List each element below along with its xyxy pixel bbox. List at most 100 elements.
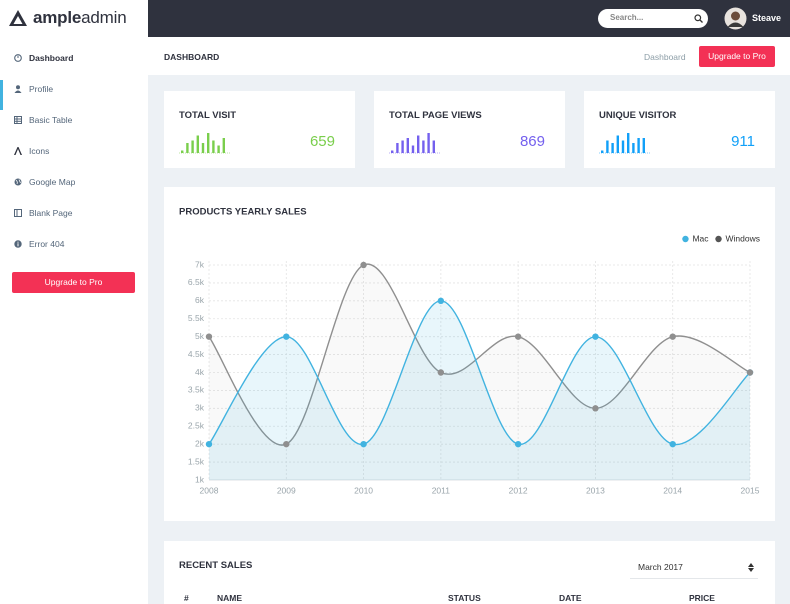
menu-item[interactable]: Error 404 xyxy=(29,239,65,249)
spark-bar xyxy=(411,145,415,153)
data-point xyxy=(360,261,367,269)
stat-value: 911 xyxy=(731,133,755,150)
spark-bar xyxy=(642,138,645,153)
spark-bar xyxy=(427,133,430,153)
breadcrumb[interactable]: Dashboard xyxy=(644,52,686,62)
data-point xyxy=(283,440,290,448)
stat-title: UNIQUE VISITOR xyxy=(599,110,677,121)
data-point xyxy=(437,297,445,305)
data-point xyxy=(592,405,599,412)
series-area xyxy=(209,300,750,480)
menu-item[interactable]: Basic Table xyxy=(29,115,73,125)
spark-bar xyxy=(217,145,220,153)
y-tick-label: 5.5k xyxy=(188,313,205,323)
spark-bar xyxy=(621,140,625,153)
y-tick-label: 3.5k xyxy=(188,385,205,395)
spark-bar xyxy=(186,143,189,153)
data-point xyxy=(205,440,213,448)
y-tick-label: 6.5k xyxy=(188,277,205,287)
y-tick-label: 4.5k xyxy=(188,349,205,359)
avatar[interactable] xyxy=(724,7,747,30)
menu-item[interactable]: Dashboard xyxy=(29,53,74,63)
recent-sales-card: RECENT SALES March 2017 # NAME STATUS DA… xyxy=(164,541,775,604)
y-tick-label: 6k xyxy=(195,295,205,305)
stat-sparkbars xyxy=(389,133,441,154)
stat-value: 659 xyxy=(309,133,335,150)
column-header: NAME xyxy=(217,593,243,603)
column-header: PRICE xyxy=(689,593,715,603)
data-point xyxy=(592,333,599,340)
legend-marker xyxy=(715,235,722,243)
user-name[interactable]: Steave xyxy=(752,13,782,23)
spark-bar xyxy=(406,138,409,153)
y-tick-label: 3k xyxy=(195,403,205,413)
data-point xyxy=(514,333,522,340)
x-tick-label: 2009 xyxy=(277,485,296,495)
page-header xyxy=(148,37,790,75)
spark-bar xyxy=(396,143,399,153)
spark-bar xyxy=(401,140,404,153)
x-tick-label: 2012 xyxy=(509,485,528,495)
column-header: # xyxy=(184,593,189,603)
chart-card: PRODUCTS YEARLY SALES 1k 1.5k 2k 2.5k 3k 3.5k… xyxy=(164,187,775,521)
data-point xyxy=(746,369,754,376)
brand-bold: ample xyxy=(33,8,82,27)
spark-bar xyxy=(632,143,635,153)
spark-bar xyxy=(627,133,630,153)
y-tick-label: 5k xyxy=(195,331,205,341)
y-tick-label: 1.5k xyxy=(188,456,205,466)
legend-label: Windows xyxy=(726,233,760,243)
data-point xyxy=(283,333,290,340)
menu-item[interactable]: Profile xyxy=(29,84,54,94)
menu-icon xyxy=(14,116,22,124)
stat-card: UNIQUE VISITOR 911 xyxy=(584,91,775,168)
recent-sales-title: RECENT SALES xyxy=(179,560,253,571)
sidebar: Dashboard Profile Basic Table Icons Google M… xyxy=(0,37,148,604)
column-header: DATE xyxy=(559,593,582,603)
spark-bar xyxy=(601,150,604,153)
data-point xyxy=(669,440,676,448)
series-line xyxy=(208,263,751,446)
menu-item[interactable]: Google Map xyxy=(29,177,76,187)
month-select[interactable]: March 2017 xyxy=(630,556,758,579)
menu-item[interactable]: Blank Page xyxy=(29,208,73,218)
header-upgrade-button[interactable]: Upgrade to Pro xyxy=(699,46,775,67)
y-tick-label: 4k xyxy=(195,367,205,377)
brand[interactable]: ampleadmin xyxy=(33,8,127,28)
spark-bar xyxy=(422,140,425,153)
page-title: DASHBOARD xyxy=(164,52,220,62)
spark-bar xyxy=(637,138,640,153)
column-header: STATUS xyxy=(448,593,481,603)
stat-card: TOTAL PAGE VIEWS 869 xyxy=(374,91,565,168)
spark-bar xyxy=(212,140,215,153)
stat-title: TOTAL PAGE VIEWS xyxy=(389,110,482,121)
active-indicator xyxy=(0,80,3,110)
search-placeholder: Search... xyxy=(610,13,644,22)
spark-bar xyxy=(417,135,420,153)
x-tick-label: 2010 xyxy=(354,485,373,495)
spark-bar xyxy=(391,150,394,153)
y-tick-label: 7k xyxy=(195,259,205,269)
x-tick-label: 2015 xyxy=(741,485,760,495)
search-box[interactable]: Search... xyxy=(598,9,708,28)
data-point xyxy=(669,333,676,340)
sidebar-upgrade-button[interactable]: Upgrade to Pro xyxy=(12,272,135,293)
spark-bar xyxy=(611,143,614,153)
x-tick-label: 2014 xyxy=(663,485,682,495)
menu-item[interactable]: Icons xyxy=(29,146,50,156)
spark-bar xyxy=(201,143,205,153)
menu-icon xyxy=(14,178,22,186)
stat-sparkbars xyxy=(179,133,231,154)
stat-card: TOTAL VISIT 659 xyxy=(164,91,355,168)
legend-label: Mac xyxy=(692,233,709,243)
y-tick-label: 2k xyxy=(195,438,205,448)
x-tick-label: 2013 xyxy=(586,485,605,495)
chart: PRODUCTS YEARLY SALES 1k 1.5k 2k 2.5k 3k 3.5k… xyxy=(179,207,760,496)
data-point xyxy=(205,333,213,340)
data-point xyxy=(437,369,445,376)
y-tick-label: 2.5k xyxy=(188,421,205,431)
stat-value: 869 xyxy=(519,133,545,150)
data-point xyxy=(360,440,367,448)
brand-light: admin xyxy=(81,8,127,27)
